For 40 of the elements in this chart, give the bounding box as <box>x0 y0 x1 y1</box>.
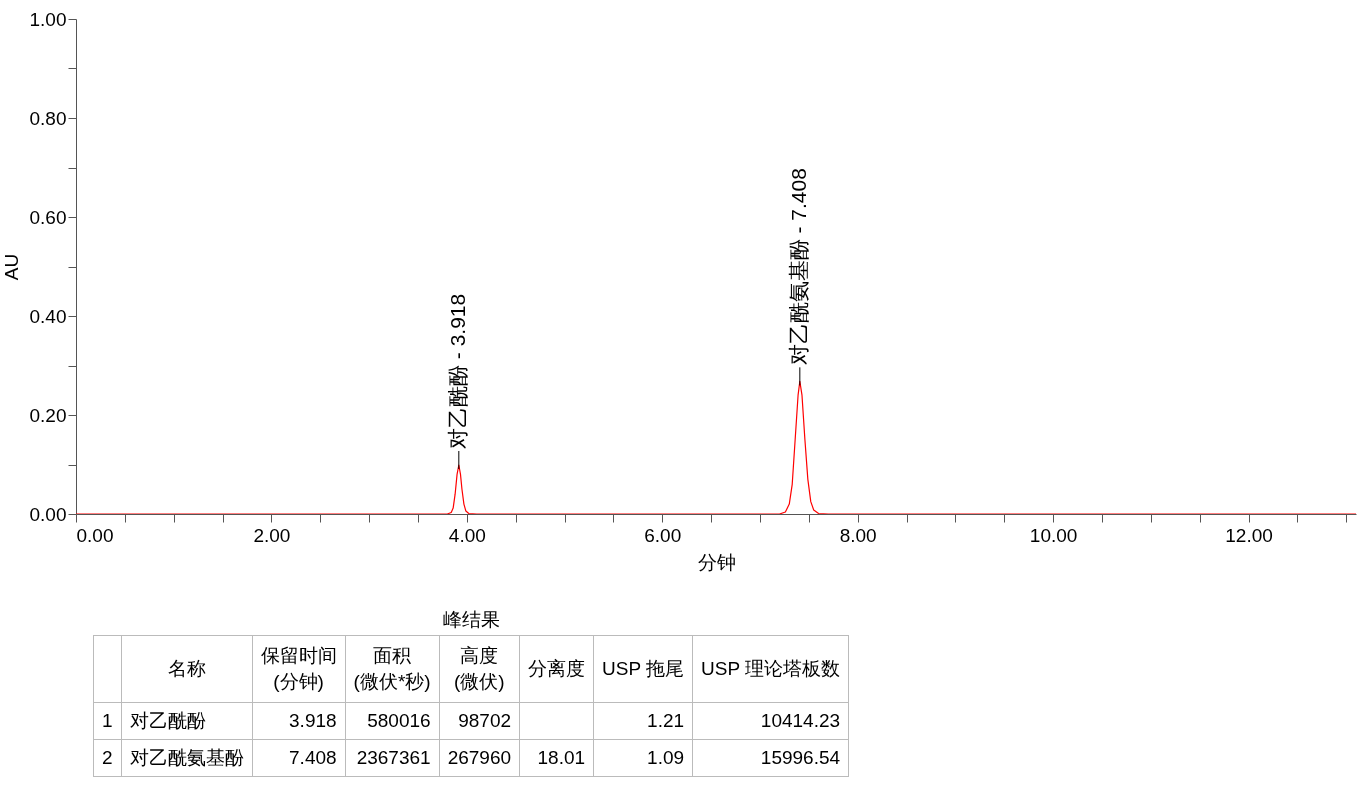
y-tick-label: 0.40 <box>29 305 67 327</box>
text: 面积 (微伏*秒) <box>345 635 440 703</box>
x-tick-label: 4.00 <box>448 524 486 546</box>
x-tick-label: 2.00 <box>253 524 291 546</box>
text: 1 <box>93 702 122 740</box>
y-tick-label: 0.20 <box>29 404 67 426</box>
text: 保留时间 (分钟) <box>252 635 346 703</box>
x-tick-label: 12.00 <box>1225 524 1273 546</box>
x-tick-label: 8.00 <box>839 524 877 546</box>
text: 对乙酰氨基酚 <box>121 739 253 777</box>
y-axis-title: AU <box>0 253 22 281</box>
text: 1.09 <box>593 739 693 777</box>
y-tick-label: 0.60 <box>29 206 67 228</box>
text: 7.408 <box>252 739 346 777</box>
text: 名称 <box>121 635 253 703</box>
text: 18.01 <box>519 739 594 777</box>
text: 2 <box>93 739 122 777</box>
y-tick-label: 0.80 <box>29 107 67 129</box>
text: 2367361 <box>345 739 440 777</box>
text: 高度 (微伏) <box>439 635 520 703</box>
text: 15996.54 <box>692 739 849 777</box>
y-tick-label: 1.00 <box>29 8 67 30</box>
text: 分离度 <box>519 635 594 703</box>
text: USP 理论塔板数 <box>692 635 849 703</box>
text: 267960 <box>439 739 520 777</box>
x-tick-label: 10.00 <box>1029 524 1078 546</box>
annotation: 对乙酰氨基酚 - 7.408 <box>786 168 810 366</box>
text: 峰结果 <box>441 608 501 632</box>
x-tick-label: 0.00 <box>76 524 114 546</box>
x-axis-title: 分钟 <box>697 551 736 573</box>
y-tick-label: 0.00 <box>29 503 67 525</box>
text: 1.21 <box>593 702 693 740</box>
text: 对乙酰酚 <box>121 702 253 740</box>
text: 580016 <box>345 702 440 740</box>
text: 98702 <box>439 702 520 740</box>
annotation: 对乙酰酚 - 3.918 <box>445 293 469 449</box>
text: 10414.23 <box>692 702 849 740</box>
x-tick-label: 6.00 <box>644 524 682 546</box>
text: 3.918 <box>252 702 346 740</box>
text: USP 拖尾 <box>593 635 693 703</box>
